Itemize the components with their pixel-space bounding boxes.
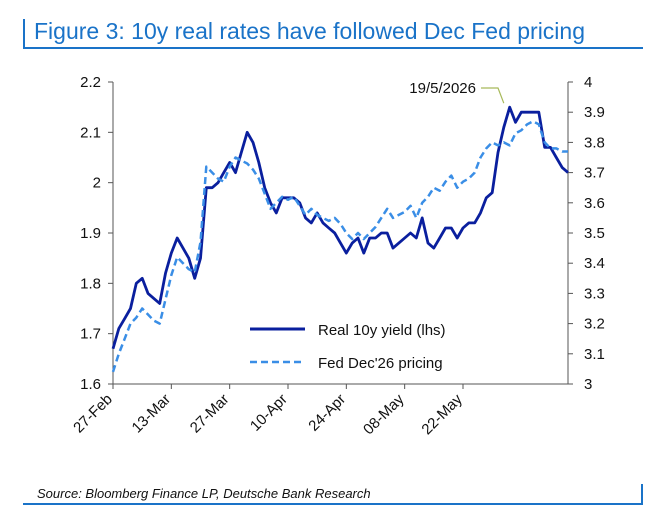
right-axis-tick-label: 3.4: [584, 255, 605, 272]
title-divider: [23, 47, 643, 49]
right-axis-tick-label: 3.8: [584, 134, 605, 151]
x-axis-tick-label: 08-May: [360, 390, 408, 438]
right-axis-tick-label: 3.6: [584, 195, 605, 212]
annotation-label: 19/5/2026: [409, 80, 476, 97]
line-chart: 1.6 1.7 1.8 1.9 2 2.1 2.2 3 3.1 3.2 3.3 3.4 3.5 3.6 3.…: [70, 74, 605, 438]
left-axis-tick-label: 1.8: [80, 275, 101, 292]
x-axis-tick-label: 24-Apr: [305, 391, 349, 435]
source-divider: [23, 503, 643, 505]
right-axis-tick-label: 3.3: [584, 285, 605, 302]
left-axis-tick-label: 2.2: [80, 74, 101, 91]
source-accent-bar: [641, 484, 643, 505]
real-yield-series-line: [111, 105, 569, 350]
x-axis-tick-label: 22-May: [418, 390, 466, 438]
source-note: Source: Bloomberg Finance LP, Deutsche B…: [37, 486, 371, 501]
x-axis-tick-label: 10-Apr: [247, 391, 291, 435]
x-axis-tick-label: 27-Mar: [187, 391, 233, 437]
left-axis-tick-label: 1.6: [80, 376, 101, 393]
left-axis-tick-label: 2: [93, 175, 101, 192]
annotation-leader-line: [481, 87, 505, 104]
legend-label-fed-pricing: Fed Dec'26 pricing: [318, 355, 443, 372]
right-axis-tick-label: 3.7: [584, 165, 605, 182]
left-axis-tick-label: 1.7: [80, 326, 101, 343]
right-axis-tick-label: 3.1: [584, 346, 605, 363]
right-axis-tick-label: 3.5: [584, 225, 605, 242]
left-axis-tick-label: 1.9: [80, 225, 101, 242]
title-accent-bar: [23, 19, 25, 47]
x-axis-tick-label: 13-Mar: [129, 391, 175, 437]
fed-pricing-series-line: [111, 120, 568, 373]
figure-title: Figure 3: 10y real rates have followed D…: [34, 18, 586, 44]
right-axis-tick-label: 3: [584, 376, 592, 393]
right-axis-tick-label: 3.9: [584, 104, 605, 121]
legend-label-real-yield: Real 10y yield (lhs): [318, 322, 446, 339]
right-axis-tick-label: 4: [584, 74, 592, 91]
x-axis-tick-label: 27-Feb: [70, 391, 116, 437]
left-axis-tick-label: 2.1: [80, 124, 101, 141]
right-axis-tick-label: 3.2: [584, 316, 605, 333]
